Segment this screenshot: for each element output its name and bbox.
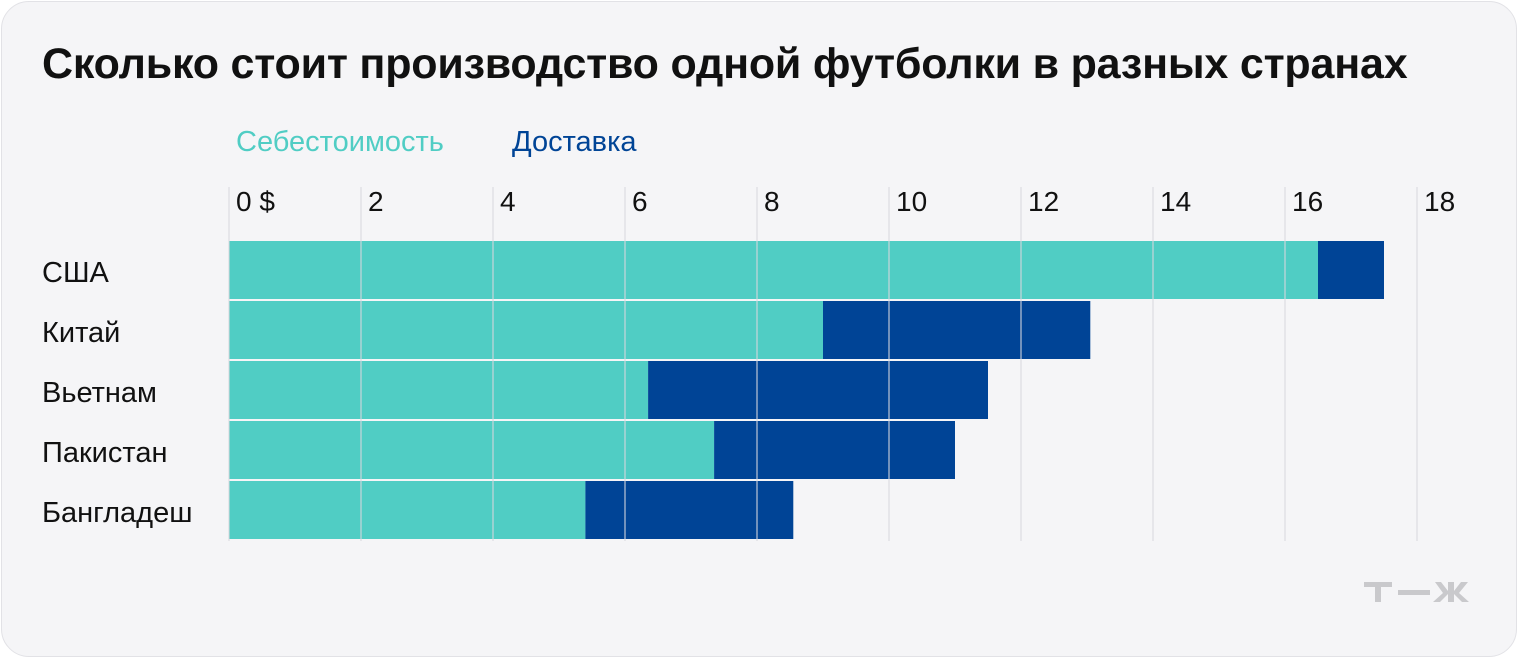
- category-label-usa: США: [42, 257, 109, 289]
- x-tick-label-1: 2: [368, 186, 384, 217]
- x-tick-label-0: 0 $: [236, 186, 275, 217]
- x-tick-label-3: 6: [632, 186, 648, 217]
- bar-delivery-1: [823, 301, 1091, 359]
- bar-cost-4: [229, 481, 586, 539]
- x-tick-label-2: 4: [500, 186, 516, 217]
- brand-logo-icon: [1364, 582, 1469, 602]
- bar-cost-3: [229, 421, 715, 479]
- legend-item-cost: Себестоимость: [236, 126, 444, 158]
- x-tick-label-6: 12: [1028, 186, 1059, 217]
- bar-delivery-2: [648, 361, 988, 419]
- bar-cost-2: [229, 361, 649, 419]
- x-tick-label-5: 10: [896, 186, 927, 217]
- x-tick-label-7: 14: [1160, 186, 1191, 217]
- category-label-china: Китай: [42, 317, 121, 349]
- category-label-bangladesh: Бангладеш: [42, 497, 193, 529]
- category-label-pakistan: Пакистан: [42, 437, 168, 469]
- x-tick-label-4: 8: [764, 186, 780, 217]
- bar-delivery-0: [1318, 241, 1384, 299]
- bar-cost-1: [229, 301, 823, 359]
- bar-delivery-4: [585, 481, 794, 539]
- legend-item-delivery: Доставка: [512, 126, 637, 158]
- bar-delivery-3: [714, 421, 955, 479]
- chart-title: Сколько стоит производство одной футболк…: [42, 40, 1408, 88]
- category-label-vietnam: Вьетнам: [42, 377, 157, 409]
- x-tick-label-9: 18: [1424, 186, 1455, 217]
- bar-cost-0: [229, 241, 1318, 299]
- x-tick-label-8: 16: [1292, 186, 1323, 217]
